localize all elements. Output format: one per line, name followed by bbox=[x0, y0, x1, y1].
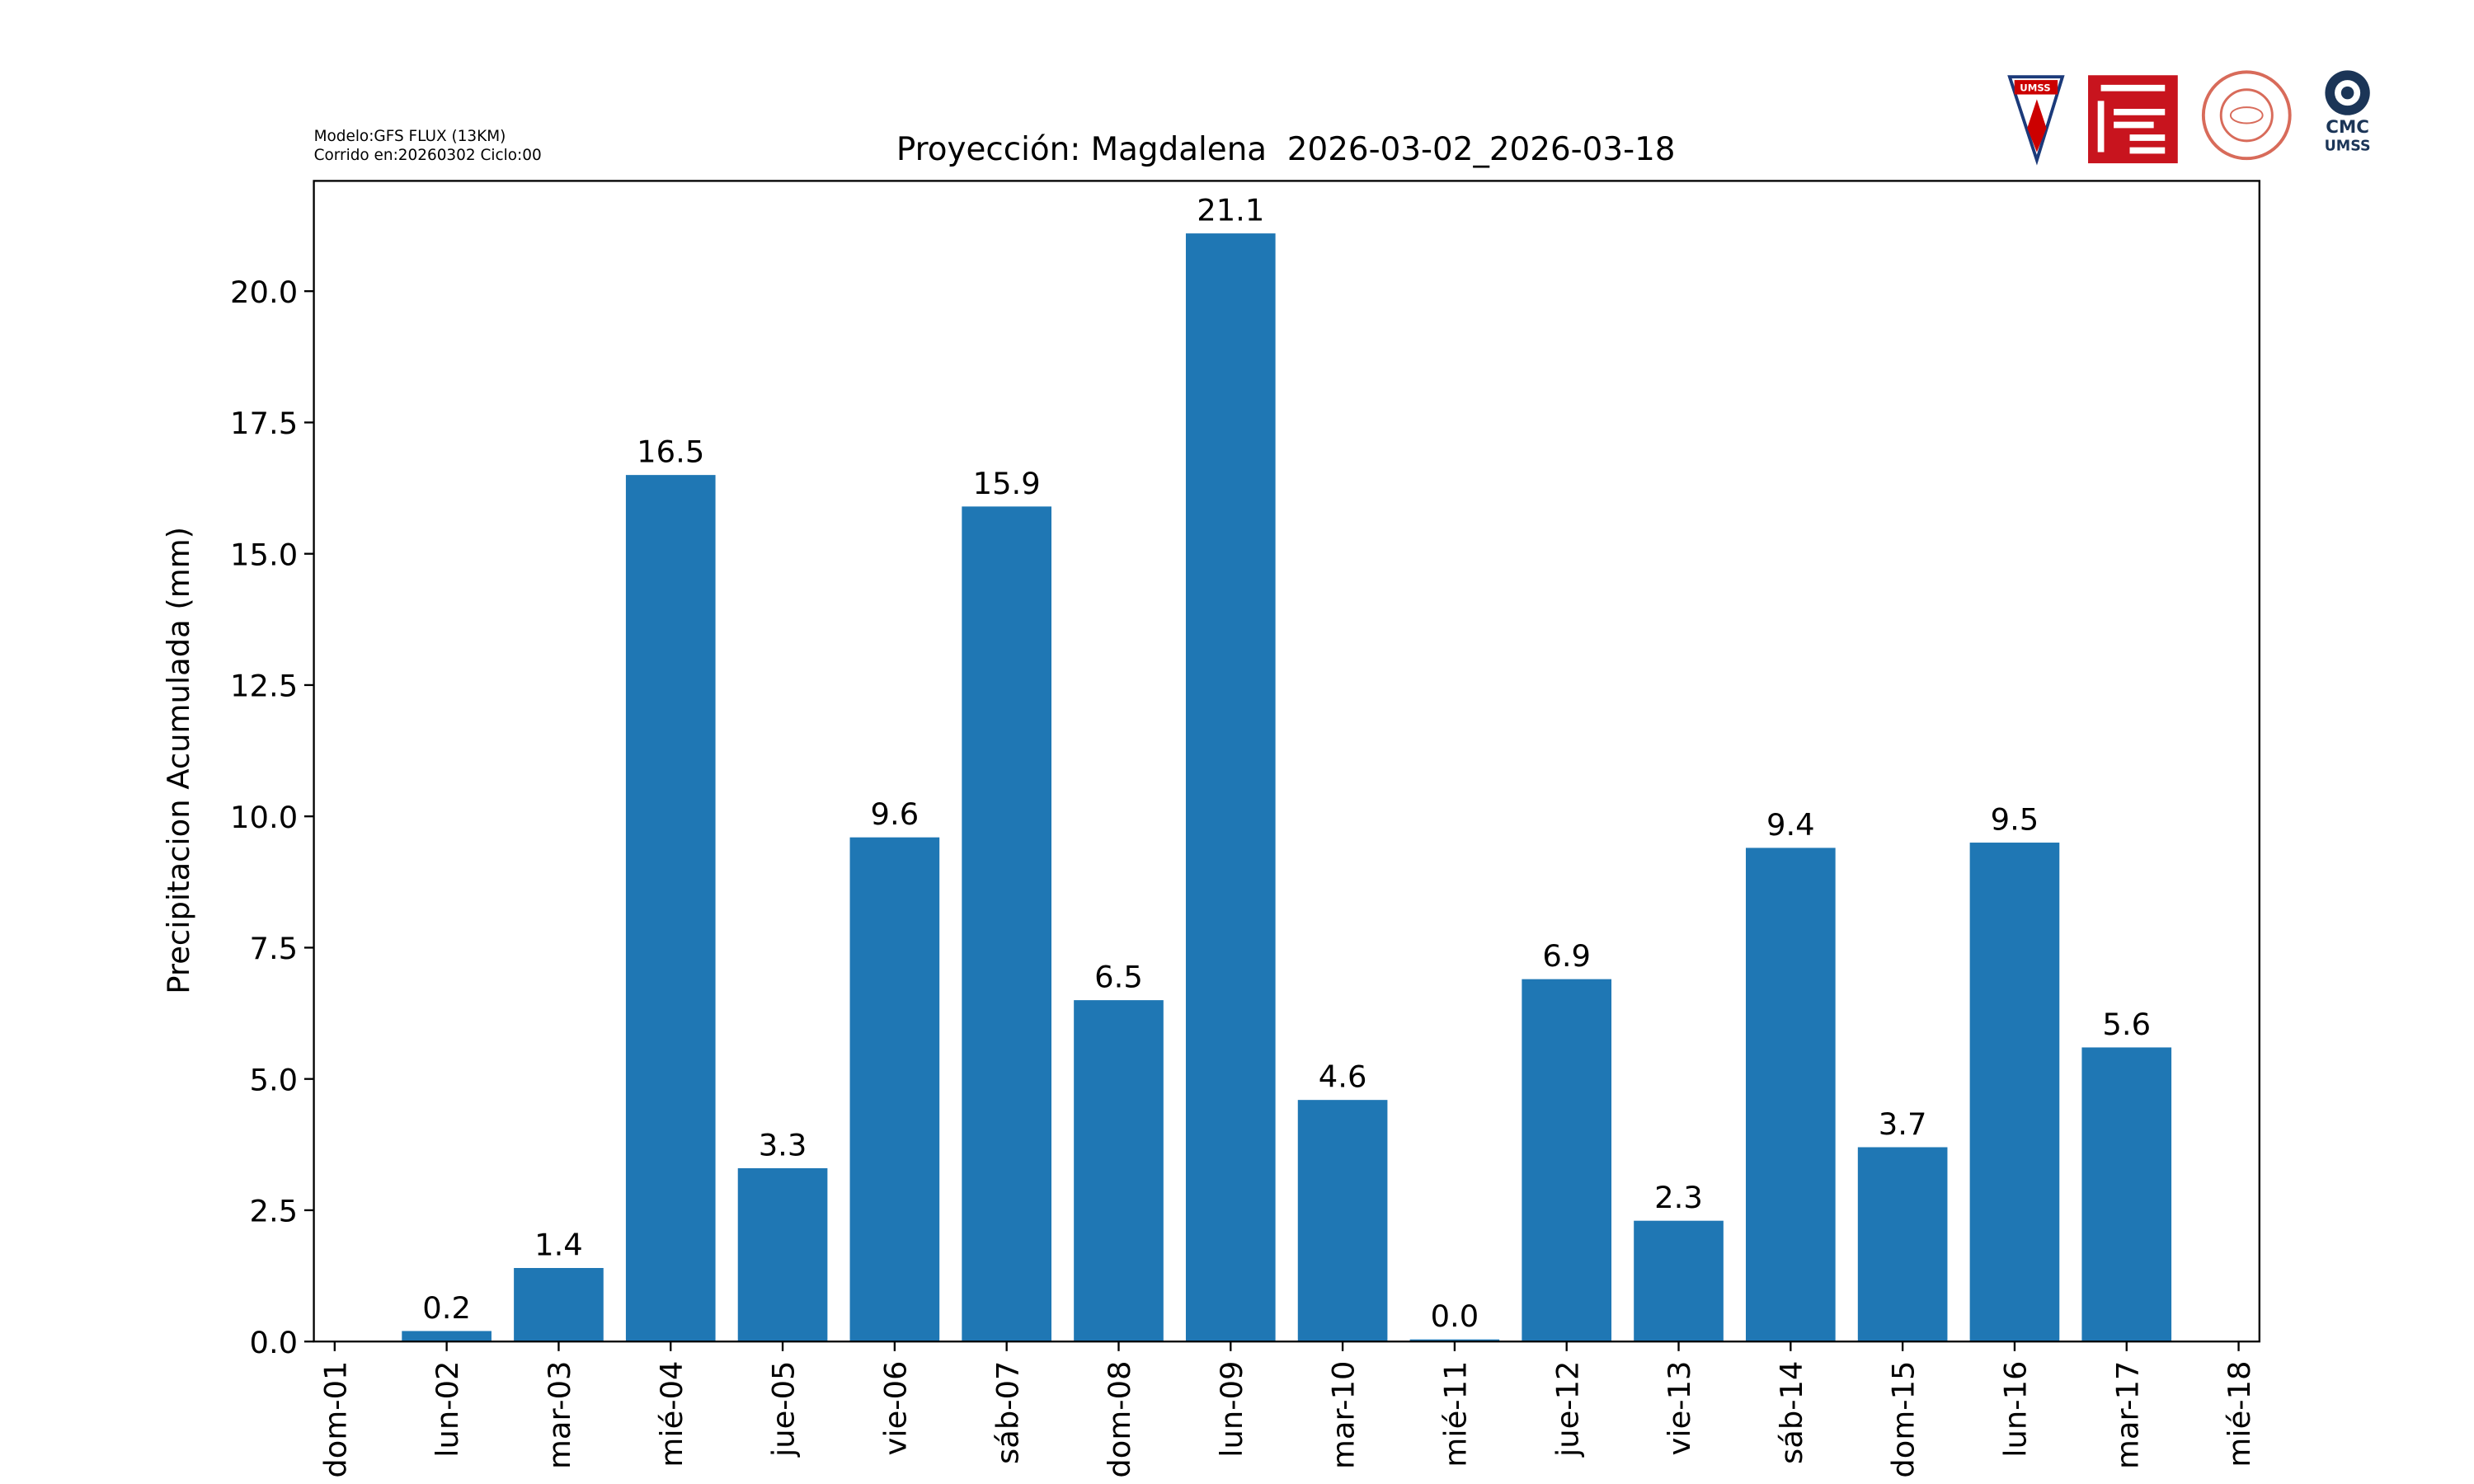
value-label: 1.4 bbox=[534, 1227, 583, 1262]
bar bbox=[1857, 1147, 1948, 1342]
y-tick-label: 0.0 bbox=[250, 1325, 299, 1360]
x-tick-label: dom-08 bbox=[1102, 1360, 1137, 1477]
bar bbox=[1746, 848, 1836, 1342]
bar bbox=[1297, 1100, 1388, 1342]
plot-frame bbox=[313, 180, 2260, 1343]
value-label: 21.1 bbox=[1197, 193, 1264, 228]
bar bbox=[625, 475, 716, 1342]
x-tick-label: mié-18 bbox=[2222, 1360, 2257, 1467]
x-tick-label: jue-12 bbox=[1550, 1360, 1585, 1458]
bar bbox=[962, 506, 1051, 1342]
y-tick-label: 12.5 bbox=[230, 669, 298, 704]
value-label: 3.7 bbox=[1879, 1106, 1927, 1142]
x-tick-label: mar-10 bbox=[1326, 1360, 1362, 1469]
logo-cmc: CMC UMSS bbox=[2325, 70, 2371, 155]
x-tick-label: sáb-14 bbox=[1774, 1360, 1809, 1463]
value-label: 0.2 bbox=[422, 1290, 471, 1326]
model-info: Corrido en:20260302 Ciclo:00 bbox=[314, 147, 542, 164]
bar bbox=[1185, 233, 1276, 1342]
y-tick-label: 10.0 bbox=[230, 800, 298, 835]
y-tick-label: 20.0 bbox=[230, 275, 298, 310]
bar bbox=[1522, 979, 1612, 1342]
value-label: 9.6 bbox=[871, 796, 920, 832]
value-label: 5.6 bbox=[2102, 1007, 2151, 1042]
logo-umss: UMSS bbox=[2007, 75, 2065, 166]
x-tick-label: mié-04 bbox=[654, 1360, 689, 1467]
x-tick-label: sáb-07 bbox=[990, 1360, 1025, 1463]
x-tick-label: mar-03 bbox=[542, 1360, 577, 1469]
value-label: 2.3 bbox=[1654, 1180, 1703, 1215]
bar bbox=[1409, 1339, 1500, 1342]
bar bbox=[1969, 843, 2060, 1342]
x-tick-label: lun-16 bbox=[1998, 1360, 2034, 1457]
model-info: Modelo:GFS FLUX (13KM) bbox=[314, 128, 506, 145]
x-tick-label: lun-09 bbox=[1214, 1360, 1249, 1457]
value-label: 16.5 bbox=[637, 434, 704, 470]
bar bbox=[849, 837, 940, 1342]
x-tick-label: vie-06 bbox=[877, 1360, 913, 1455]
logo-text: CMC bbox=[2326, 117, 2369, 138]
bar bbox=[737, 1167, 828, 1342]
value-label: 3.3 bbox=[759, 1127, 807, 1162]
x-tick-label: dom-15 bbox=[1886, 1360, 1921, 1477]
value-label: 9.5 bbox=[1991, 802, 2039, 838]
y-tick-label: 5.0 bbox=[250, 1062, 299, 1097]
value-label: 9.4 bbox=[1766, 807, 1815, 843]
logo-text: UMSS bbox=[2020, 82, 2050, 94]
x-tick-label: dom-01 bbox=[317, 1360, 353, 1477]
bar bbox=[1074, 1000, 1164, 1342]
x-tick-label: vie-13 bbox=[1662, 1360, 1697, 1455]
bar bbox=[402, 1331, 492, 1342]
value-label: 15.9 bbox=[973, 466, 1041, 501]
logo-fcyt bbox=[2088, 75, 2178, 164]
bar bbox=[2081, 1047, 2172, 1342]
y-tick-label: 2.5 bbox=[250, 1194, 299, 1229]
value-label: 6.9 bbox=[1542, 938, 1591, 974]
x-tick-label: jue-05 bbox=[766, 1360, 802, 1458]
logo-physics bbox=[2201, 70, 2292, 161]
y-tick-label: 15.0 bbox=[230, 537, 298, 572]
y-axis-label: Precipitacion Acumulada (mm) bbox=[161, 527, 196, 994]
chart-title: Proyección: Magdalena 2026-03-02_2026-03… bbox=[896, 131, 1676, 168]
value-label: 0.0 bbox=[1431, 1298, 1479, 1334]
y-tick-label: 17.5 bbox=[230, 406, 298, 441]
bar bbox=[514, 1268, 604, 1342]
logo-text: UMSS bbox=[2325, 139, 2371, 155]
value-label: 6.5 bbox=[1094, 960, 1143, 995]
bar bbox=[1634, 1220, 1724, 1342]
x-tick-label: mié-11 bbox=[1437, 1360, 1473, 1467]
x-tick-label: mar-17 bbox=[2109, 1360, 2145, 1469]
value-label: 4.6 bbox=[1319, 1059, 1367, 1095]
x-tick-label: lun-02 bbox=[430, 1360, 465, 1457]
y-tick-label: 7.5 bbox=[250, 931, 299, 966]
